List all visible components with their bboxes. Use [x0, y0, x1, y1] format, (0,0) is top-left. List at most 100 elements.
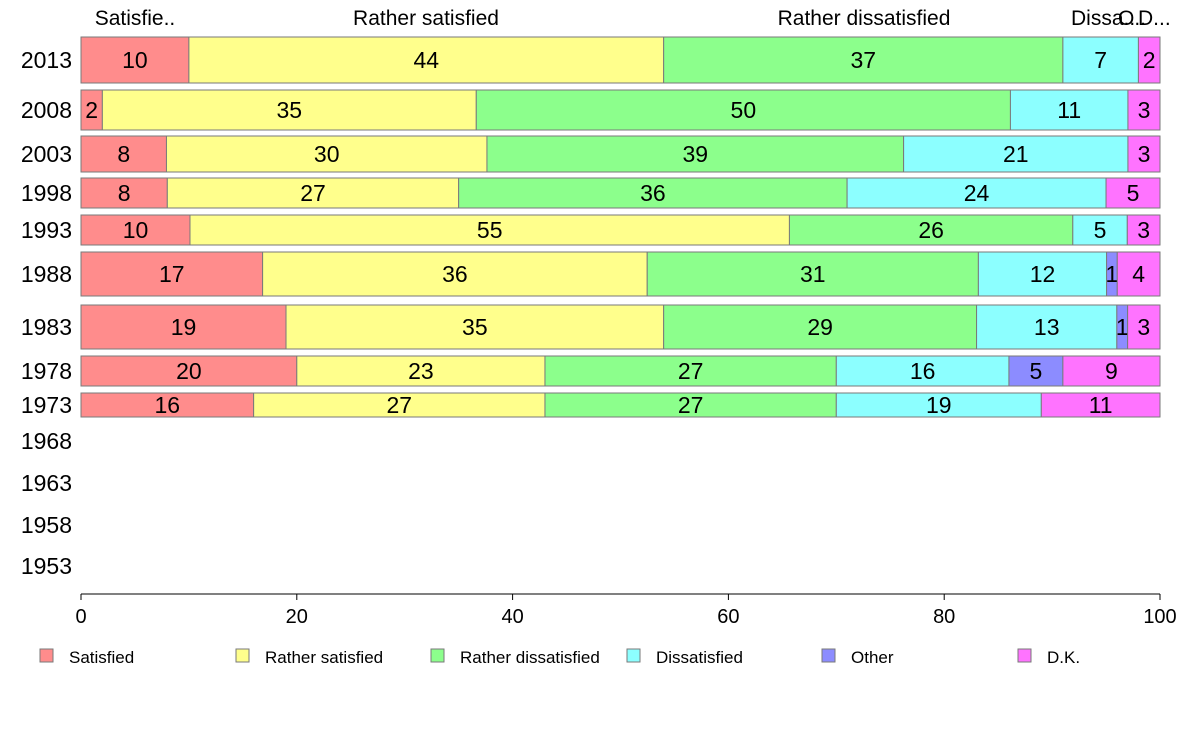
bar-segment	[1127, 135, 1161, 173]
bar-segment	[544, 355, 837, 387]
data-label: 8	[118, 180, 131, 206]
data-label: 24	[964, 180, 990, 206]
year-label: 2003	[21, 141, 72, 167]
data-label: 26	[918, 217, 944, 243]
bar-segment	[646, 251, 979, 297]
bar-segment	[1127, 89, 1161, 131]
top-label: Satisfie..	[95, 7, 176, 30]
data-label: 7	[1094, 47, 1107, 73]
bar-segment	[101, 89, 477, 131]
bar-segment	[788, 214, 1074, 246]
data-label: 20	[176, 358, 202, 384]
bar-segment	[166, 177, 460, 209]
legend-label: Rather satisfied	[265, 648, 383, 667]
bar-segment	[189, 214, 790, 246]
bar-segment	[544, 392, 837, 418]
year-label: 2008	[21, 97, 72, 123]
legend-swatch	[626, 648, 641, 663]
data-label: 10	[123, 217, 149, 243]
bar-segment	[80, 355, 298, 387]
year-labels: 2013 2008 2003 1998 1993 1988 1983 1978 1973 1968…	[21, 47, 72, 579]
legend: Satisfied Rather satisfied Rather dissatis…	[39, 648, 1080, 667]
bar-segment	[1127, 304, 1161, 350]
data-label: 27	[300, 180, 326, 206]
bar-segment	[80, 214, 191, 246]
bar-segment	[1116, 251, 1161, 297]
data-label: 30	[314, 141, 340, 167]
data-label: 2	[1143, 47, 1156, 73]
x-tick-label: 100	[1143, 606, 1176, 628]
data-label: 2	[85, 97, 98, 123]
data-label: 19	[926, 392, 952, 418]
data-label: 3	[1137, 314, 1150, 340]
bar-segment	[80, 36, 190, 84]
bar-segment	[1072, 214, 1128, 246]
data-label: 11	[1089, 392, 1113, 418]
bar-segment	[262, 251, 648, 297]
top-label: Rather satisfied	[353, 7, 499, 30]
bar-segment	[1126, 214, 1161, 246]
data-label: 35	[462, 314, 488, 340]
data-label: 5	[1030, 358, 1043, 384]
data-label: 23	[408, 358, 434, 384]
x-tick-label: 80	[933, 606, 955, 628]
year-label: 2013	[21, 47, 72, 73]
data-label: 36	[640, 180, 666, 206]
data-label: 17	[159, 261, 185, 287]
data-label: 10	[122, 47, 148, 73]
bar-segment	[165, 135, 488, 173]
x-tick-label: 0	[75, 606, 86, 628]
data-label: 21	[1003, 141, 1029, 167]
data-label: 35	[277, 97, 303, 123]
legend-label: Rather dissatisfied	[460, 648, 600, 667]
bar-segment	[1040, 392, 1161, 418]
bar-segment	[976, 304, 1118, 350]
data-label: 11	[1057, 97, 1081, 123]
data-label: 55	[477, 217, 503, 243]
legend-label: D.K.	[1047, 648, 1080, 667]
year-label: 1993	[21, 217, 72, 243]
data-label: 44	[413, 47, 439, 73]
x-axis: 0 20 40 60 80 100	[75, 593, 1177, 628]
data-label: 31	[800, 261, 826, 287]
data-label: 19	[171, 314, 197, 340]
data-label: 12	[1030, 261, 1056, 287]
legend-swatch	[235, 648, 250, 663]
data-label: 29	[807, 314, 833, 340]
year-label: 1983	[21, 314, 72, 340]
data-label: 5	[1127, 180, 1140, 206]
year-label: 1963	[21, 470, 72, 496]
bar-segment	[1137, 36, 1161, 84]
data-label: 5	[1094, 217, 1107, 243]
bar-segment	[1062, 36, 1139, 84]
bar-segment	[475, 89, 1011, 131]
data-label: 9	[1105, 358, 1118, 384]
top-label: D...	[1138, 7, 1171, 30]
bar-segment	[285, 304, 665, 350]
bar-segment	[903, 135, 1129, 173]
bar-segment	[296, 355, 546, 387]
data-label: 16	[155, 392, 181, 418]
bar-segment	[80, 392, 255, 418]
year-label: 1953	[21, 553, 72, 579]
legend-swatch	[39, 648, 54, 663]
x-tick-label: 40	[501, 606, 523, 628]
data-label: 13	[1034, 314, 1060, 340]
bar-segment	[1105, 177, 1161, 209]
x-tick-label: 20	[286, 606, 308, 628]
data-label: 36	[442, 261, 468, 287]
bar-segment	[846, 177, 1107, 209]
data-label: 1	[1116, 314, 1129, 340]
legend-swatch	[821, 648, 836, 663]
data-label: 39	[682, 141, 708, 167]
data-label: 27	[678, 392, 704, 418]
legend-swatch	[1017, 648, 1032, 663]
data-label: 8	[117, 141, 130, 167]
year-label: 1968	[21, 428, 72, 454]
bar-segment	[80, 304, 287, 350]
bar-segment	[1062, 355, 1161, 387]
legend-label: Dissatisfied	[656, 648, 743, 667]
data-label: 37	[850, 47, 876, 73]
top-label: Rather dissatisfied	[778, 7, 951, 30]
